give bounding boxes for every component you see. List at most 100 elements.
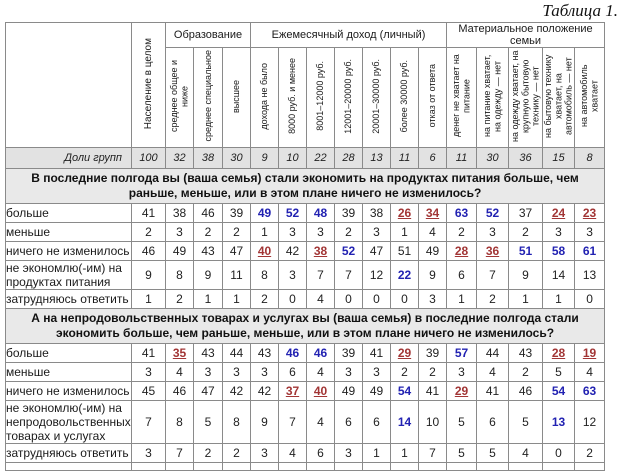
table-row: ничего не изменилось 45 46 47 42 42 37 40 49 49 54… xyxy=(5,381,606,401)
value-cell: 3 xyxy=(418,289,447,309)
value-cell: 52 xyxy=(476,203,509,223)
value-cell: 3 xyxy=(334,362,363,382)
value-cell: 4 xyxy=(165,362,194,382)
value-cell: 46 xyxy=(278,343,307,363)
value-cell: 40 xyxy=(306,381,335,401)
value-cell: 6 xyxy=(334,400,363,444)
row-label: затрудняюсь ответить xyxy=(5,443,132,463)
row-label: больше xyxy=(5,203,132,223)
column-header-population: Население в целом xyxy=(131,22,166,148)
value-cell: 3 xyxy=(193,362,223,382)
column-header-label: на автомобиль хватает xyxy=(579,64,600,128)
value-cell: 61 xyxy=(574,241,606,261)
column-header-label: на одежду хватает, на крупную бытовую те… xyxy=(509,50,541,142)
value-cell: 39 xyxy=(334,343,363,363)
value-cell: 13 xyxy=(574,260,606,290)
value-cell: 7 xyxy=(306,260,335,290)
cut-off-cell xyxy=(250,462,279,471)
value-cell: 41 xyxy=(418,381,447,401)
value-cell: 2 xyxy=(193,222,223,242)
value-cell: 2 xyxy=(131,222,166,242)
column-header: денег не хватает на питание xyxy=(446,47,477,148)
value-cell: 4 xyxy=(418,222,447,242)
question-text: В последние полгода вы (ваша семья) стал… xyxy=(4,168,606,204)
value-cell: 28 xyxy=(541,343,576,363)
column-header-label: 12001–20000 руб. xyxy=(343,58,354,134)
value-cell: 2 xyxy=(334,222,363,242)
column-header: высшее xyxy=(222,47,251,148)
column-header-label: 20001–30000 руб. xyxy=(371,58,382,134)
cut-off-cell xyxy=(390,462,419,471)
row-label: затрудняюсь ответить xyxy=(5,289,132,309)
value-cell: 4 xyxy=(306,289,335,309)
value-cell: 58 xyxy=(541,241,576,261)
column-header-label: среднее общее и ниже xyxy=(169,59,190,133)
value-cell: 46 xyxy=(165,381,194,401)
value-cell: 14 xyxy=(390,400,419,444)
value-cell: 1 xyxy=(446,289,477,309)
share-value-cell: 32 xyxy=(165,147,194,169)
value-cell: 4 xyxy=(306,362,335,382)
value-cell: 0 xyxy=(334,289,363,309)
value-cell: 7 xyxy=(165,443,194,463)
cut-off-cell xyxy=(541,462,576,471)
value-cell: 39 xyxy=(222,203,251,223)
survey-table: Население в целом Образование Ежемесячный … xyxy=(4,22,606,471)
value-cell: 1 xyxy=(390,222,419,242)
table-row: не экономлю(-им) на продуктах питания 9 8 9… xyxy=(5,260,606,290)
value-cell: 41 xyxy=(476,381,509,401)
value-cell: 4 xyxy=(508,443,543,463)
table-row: меньше 2 3 2 2 1 3 3 2 3 1 4 2 3 2 3 3 xyxy=(5,222,606,242)
column-header: среднее общее и ниже xyxy=(165,47,194,148)
share-value-cell: 10 xyxy=(278,147,307,169)
cut-off-cell xyxy=(131,462,166,471)
share-value-cell: 36 xyxy=(508,147,543,169)
column-header: 8000 руб. и менее xyxy=(278,47,307,148)
value-cell: 7 xyxy=(278,400,307,444)
value-cell: 29 xyxy=(390,343,419,363)
value-cell: 3 xyxy=(278,222,307,242)
value-cell: 49 xyxy=(165,241,194,261)
cut-off-cell xyxy=(165,462,194,471)
value-cell: 2 xyxy=(193,443,223,463)
value-cell: 24 xyxy=(541,203,576,223)
value-cell: 5 xyxy=(446,400,477,444)
column-header-label: 8000 руб. и менее xyxy=(287,58,298,134)
value-cell: 6 xyxy=(278,362,307,382)
value-cell: 5 xyxy=(541,362,576,382)
cut-off-cell xyxy=(193,462,223,471)
value-cell: 38 xyxy=(362,203,391,223)
value-cell: 54 xyxy=(541,381,576,401)
cut-off-cell xyxy=(362,462,391,471)
value-cell: 1 xyxy=(222,289,251,309)
value-cell: 3 xyxy=(222,362,251,382)
value-cell: 54 xyxy=(390,381,419,401)
row-label: меньше xyxy=(5,362,132,382)
value-cell: 46 xyxy=(508,381,543,401)
value-cell: 2 xyxy=(508,222,543,242)
column-header: 20001–30000 руб. xyxy=(362,47,391,148)
share-value-cell: 28 xyxy=(334,147,363,169)
value-cell: 3 xyxy=(250,443,279,463)
cut-off-cell xyxy=(278,462,307,471)
table-row: затрудняюсь ответить 3 7 2 2 3 4 6 3 1 1 7 5 5 4 0 2 xyxy=(5,443,606,463)
value-cell: 1 xyxy=(508,289,543,309)
column-header-label: 8001–12000 руб. xyxy=(315,61,326,131)
value-cell: 9 xyxy=(193,260,223,290)
value-cell: 40 xyxy=(250,241,279,261)
cut-off-cell xyxy=(418,462,447,471)
value-cell: 10 xyxy=(418,400,447,444)
share-value-cell: 30 xyxy=(222,147,251,169)
column-header: 8001–12000 руб. xyxy=(306,47,335,148)
value-cell: 0 xyxy=(541,443,576,463)
value-cell: 2 xyxy=(222,443,251,463)
table-body: Доли групп 100 32 38 30 9 10 22 28 13 11 6 11 30 36 15 8… xyxy=(4,147,606,471)
value-cell: 2 xyxy=(390,362,419,382)
share-value-cell: 8 xyxy=(574,147,606,169)
value-cell: 3 xyxy=(574,222,606,242)
share-value-cell: 100 xyxy=(131,147,166,169)
share-value-cell: 6 xyxy=(418,147,447,169)
value-cell: 51 xyxy=(390,241,419,261)
value-cell: 3 xyxy=(131,443,166,463)
value-cell: 44 xyxy=(476,343,509,363)
